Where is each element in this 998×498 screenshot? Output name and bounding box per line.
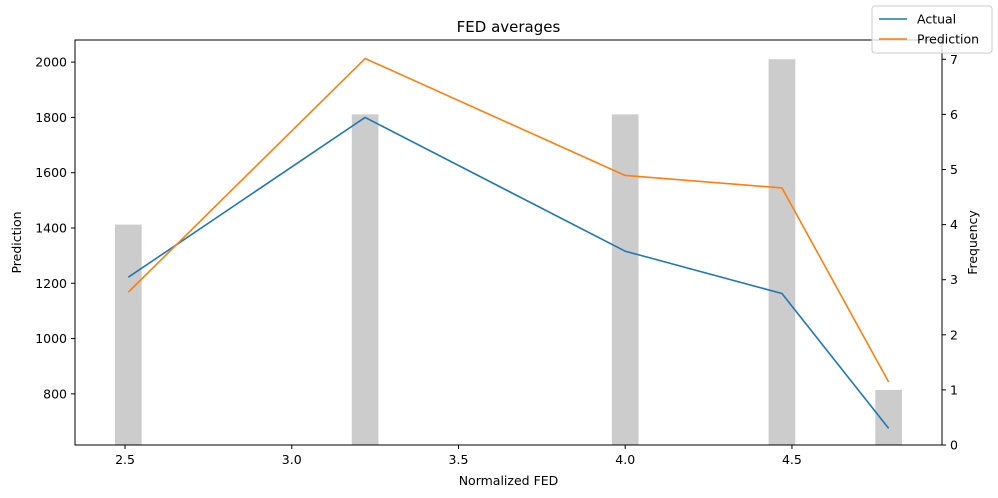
x-tick-label: 4.5 xyxy=(782,452,802,467)
y-tick-label: 1400 xyxy=(35,220,67,235)
histogram-bar xyxy=(351,114,379,445)
histogram-bar xyxy=(768,59,796,446)
legend-box xyxy=(871,5,993,54)
y-tick-label: 1000 xyxy=(35,331,67,346)
histogram-bars xyxy=(115,59,902,446)
histogram-bar xyxy=(611,114,639,445)
legend-label-prediction: Prediction xyxy=(917,32,979,47)
series-line-actual xyxy=(127,116,890,429)
y-axis-label: Prediction xyxy=(9,211,24,273)
y2-tick-label: 1 xyxy=(950,382,958,397)
y2-tick-label: 6 xyxy=(950,107,958,122)
y2-tick-label: 3 xyxy=(950,272,958,287)
histogram-bar xyxy=(115,224,142,445)
plot-frame xyxy=(74,39,943,446)
y-tick-label: 1600 xyxy=(35,165,67,180)
legend-label-actual: Actual xyxy=(917,12,956,27)
x-tick-label: 3.5 xyxy=(449,452,469,467)
x-axis-ticks: 2.5 3.0 3.5 4.0 4.5 xyxy=(115,445,802,467)
y2-axis-ticks: 0 1 2 3 4 5 6 7 xyxy=(942,52,958,453)
x-tick-label: 4.0 xyxy=(615,452,635,467)
y2-tick-label: 5 xyxy=(950,162,958,177)
y-tick-label: 1800 xyxy=(35,110,67,125)
series-lines xyxy=(127,57,890,429)
x-tick-label: 2.5 xyxy=(115,452,135,467)
y2-axis-label: Frequency xyxy=(965,210,980,275)
chart-title: FED averages xyxy=(457,18,561,36)
series-line-prediction xyxy=(127,57,890,383)
y2-tick-label: 7 xyxy=(950,52,958,67)
x-tick-label: 3.0 xyxy=(282,452,302,467)
y-tick-label: 1200 xyxy=(35,276,67,291)
y-tick-label: 800 xyxy=(43,386,67,401)
y-tick-label: 2000 xyxy=(35,55,67,70)
y-axis-ticks: 800 1000 1200 1400 1600 1800 2000 xyxy=(35,55,75,401)
y2-tick-label: 2 xyxy=(950,327,958,342)
y2-tick-label: 0 xyxy=(950,438,958,453)
x-axis-label: Normalized FED xyxy=(459,473,559,488)
legend: Actual Prediction xyxy=(871,5,993,54)
y2-tick-label: 4 xyxy=(950,217,958,232)
